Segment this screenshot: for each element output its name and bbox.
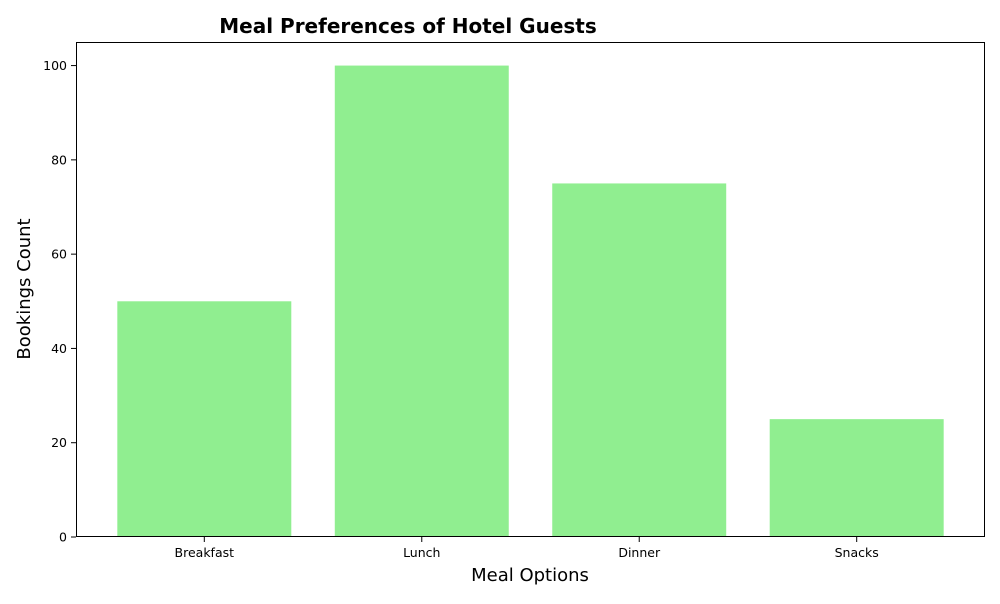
y-axis-ticks: 0 20 40 60 80 100 [43, 58, 76, 545]
y-tick-label: 20 [51, 435, 67, 450]
bar-snacks [769, 419, 944, 537]
x-tick-label: Breakfast [175, 545, 235, 560]
y-tick-label: 60 [51, 247, 67, 262]
bar-dinner [552, 183, 727, 537]
bar-lunch [334, 65, 509, 538]
bars-group [117, 65, 944, 538]
y-tick-label: 100 [43, 58, 67, 73]
y-tick-label: 0 [59, 530, 67, 545]
y-tick-label: 80 [51, 152, 67, 167]
chart-title: Meal Preferences of Hotel Guests [219, 14, 597, 38]
x-axis-ticks: Breakfast Lunch Dinner Snacks [175, 537, 879, 560]
x-tick-label: Snacks [835, 545, 879, 560]
y-tick-label: 40 [51, 341, 67, 356]
x-axis-label: Meal Options [471, 565, 589, 586]
bar-breakfast [117, 301, 292, 537]
plot-frame [76, 42, 985, 537]
x-tick-label: Lunch [403, 545, 440, 560]
y-axis-label: Bookings Count [14, 218, 35, 359]
x-tick-label: Dinner [618, 545, 661, 560]
